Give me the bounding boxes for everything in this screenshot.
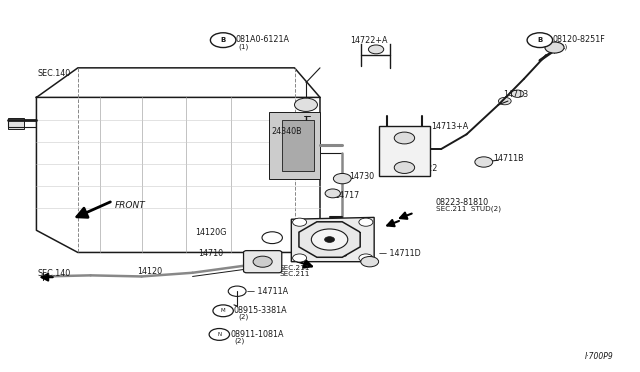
Circle shape bbox=[253, 256, 272, 267]
Circle shape bbox=[511, 90, 524, 97]
Circle shape bbox=[394, 132, 415, 144]
Circle shape bbox=[527, 33, 552, 48]
Text: (2): (2) bbox=[557, 43, 567, 50]
Text: SEC.211: SEC.211 bbox=[279, 271, 310, 277]
FancyBboxPatch shape bbox=[8, 118, 24, 129]
Text: B: B bbox=[221, 37, 226, 43]
Circle shape bbox=[359, 218, 373, 226]
Text: — 14711A: — 14711A bbox=[246, 287, 288, 296]
Circle shape bbox=[545, 42, 564, 53]
Text: 08911-1081A: 08911-1081A bbox=[230, 330, 284, 339]
Circle shape bbox=[333, 173, 351, 184]
Text: 08223-81810: 08223-81810 bbox=[436, 198, 489, 207]
Text: SEC.140: SEC.140 bbox=[37, 269, 70, 278]
Text: 14722+A: 14722+A bbox=[351, 36, 388, 45]
Text: 14730: 14730 bbox=[349, 172, 374, 181]
Text: 08915-3381A: 08915-3381A bbox=[234, 306, 287, 315]
Circle shape bbox=[369, 45, 384, 54]
Text: (1): (1) bbox=[239, 43, 249, 50]
Polygon shape bbox=[291, 217, 374, 262]
Text: 14717: 14717 bbox=[334, 191, 359, 200]
Polygon shape bbox=[299, 222, 360, 257]
Circle shape bbox=[292, 254, 307, 262]
Circle shape bbox=[292, 218, 307, 226]
Text: 081A0-6121A: 081A0-6121A bbox=[236, 35, 290, 44]
Text: SEC.140: SEC.140 bbox=[37, 69, 70, 78]
Circle shape bbox=[394, 161, 415, 173]
Text: FRONT: FRONT bbox=[115, 201, 145, 210]
Circle shape bbox=[361, 257, 379, 267]
Text: 14713+A: 14713+A bbox=[431, 122, 468, 131]
Text: (2): (2) bbox=[235, 337, 245, 344]
Text: SEC.211: SEC.211 bbox=[279, 265, 310, 271]
Circle shape bbox=[499, 97, 511, 105]
Text: 24340B: 24340B bbox=[271, 127, 302, 136]
Text: B: B bbox=[537, 37, 543, 43]
Circle shape bbox=[311, 229, 348, 250]
Text: 14722: 14722 bbox=[412, 164, 438, 173]
Text: N: N bbox=[217, 332, 221, 337]
Text: (2): (2) bbox=[239, 314, 249, 320]
Text: 08120-8251F: 08120-8251F bbox=[552, 35, 605, 44]
Text: 14713: 14713 bbox=[504, 90, 529, 99]
Text: 14711B: 14711B bbox=[493, 154, 524, 163]
Polygon shape bbox=[269, 112, 320, 179]
Text: 14120: 14120 bbox=[137, 267, 162, 276]
Text: — 14711D: — 14711D bbox=[380, 249, 421, 258]
Circle shape bbox=[325, 189, 340, 198]
Circle shape bbox=[359, 254, 373, 262]
FancyBboxPatch shape bbox=[244, 251, 282, 273]
Text: SEC.211  STUD(2): SEC.211 STUD(2) bbox=[436, 206, 501, 212]
Circle shape bbox=[294, 98, 317, 112]
Text: I·700P9: I·700P9 bbox=[584, 352, 613, 361]
Text: 14120G: 14120G bbox=[195, 228, 226, 237]
Circle shape bbox=[324, 237, 335, 243]
Circle shape bbox=[475, 157, 493, 167]
Polygon shape bbox=[282, 119, 314, 171]
Text: M: M bbox=[221, 308, 225, 313]
FancyBboxPatch shape bbox=[379, 126, 430, 176]
Text: 14710: 14710 bbox=[198, 249, 223, 258]
Circle shape bbox=[211, 33, 236, 48]
